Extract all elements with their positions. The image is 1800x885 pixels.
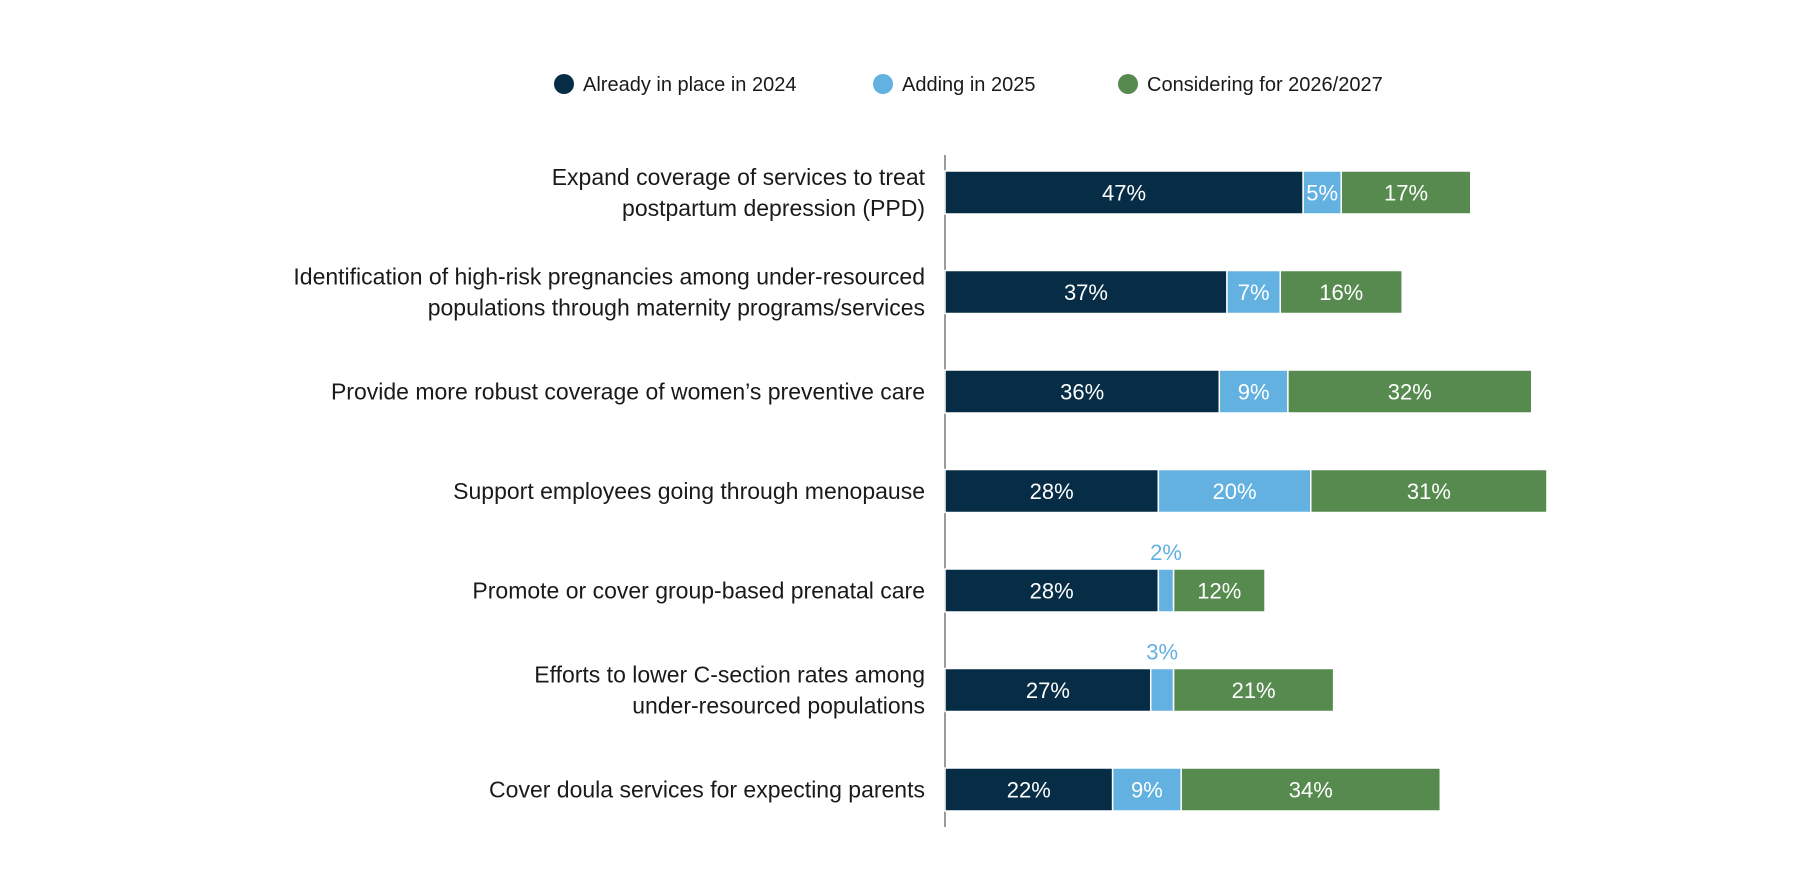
value-label-row6-series0: 22% xyxy=(1007,778,1051,803)
value-label-row4-series0: 28% xyxy=(1030,579,1074,604)
bar-row4-series0 xyxy=(944,568,1160,613)
bar-row3-series2 xyxy=(1310,468,1548,514)
value-label-row3-series0: 28% xyxy=(1030,479,1074,504)
category-labels: Expand coverage of services to treat post… xyxy=(293,164,925,803)
category-label-1-line-1: populations through maternity programs/s… xyxy=(428,295,925,321)
bar-row3-series1 xyxy=(1157,468,1312,514)
value-label-row4-series2: 12% xyxy=(1197,579,1241,604)
bar-row6-series2 xyxy=(1180,767,1442,812)
bar-row3-series0 xyxy=(944,468,1160,514)
value-label-row0-series0: 47% xyxy=(1102,181,1146,206)
value-label-row6-series1: 9% xyxy=(1131,778,1163,803)
value-labels: 47% 5% 17% 37% 7% 16% 36% 9% 32% 28% 20% 31% 28% 2% 12… xyxy=(1007,181,1451,803)
legend-label-1: Adding in 2025 xyxy=(902,74,1035,96)
value-label-row3-series1: 20% xyxy=(1213,479,1257,504)
legend-marker-1 xyxy=(873,74,893,94)
category-label-1-line-0: Identification of high-risk pregnancies … xyxy=(293,264,925,290)
bar-row1-series2 xyxy=(1279,269,1403,315)
category-label-0-line-0: Expand coverage of services to treat xyxy=(552,164,926,190)
value-label-row5-series0: 27% xyxy=(1026,678,1070,703)
bar-row5-series1 xyxy=(1149,667,1175,713)
category-label-4: Promote or cover group-based prenatal ca… xyxy=(472,578,925,604)
bar-row2-series2 xyxy=(1287,369,1533,414)
bars xyxy=(944,170,1548,812)
value-label-row3-series2: 31% xyxy=(1407,479,1451,504)
bar-row0-series2 xyxy=(1340,170,1472,215)
legend-label-0: Already in place in 2024 xyxy=(583,74,796,96)
category-label-2: Provide more robust coverage of women’s … xyxy=(331,379,925,405)
value-label-row2-series0: 36% xyxy=(1060,380,1104,405)
value-label-row1-series0: 37% xyxy=(1064,280,1108,305)
value-label-row0-series1: 5% xyxy=(1306,181,1338,206)
value-label-row1-series2: 16% xyxy=(1319,280,1363,305)
value-label-row0-series2: 17% xyxy=(1384,181,1428,206)
category-label-5-line-0: Efforts to lower C-section rates among xyxy=(534,662,925,688)
value-label-row5-series1: 3% xyxy=(1146,640,1178,665)
bar-row4-series1 xyxy=(1157,568,1175,613)
value-label-row1-series1: 7% xyxy=(1238,280,1270,305)
value-label-row2-series2: 32% xyxy=(1388,380,1432,405)
bar-row0-series1 xyxy=(1302,170,1342,215)
category-label-0-line-1: postpartum depression (PPD) xyxy=(622,195,925,221)
value-label-row6-series2: 34% xyxy=(1289,778,1333,803)
value-label-row5-series2: 21% xyxy=(1232,678,1276,703)
category-label-6: Cover doula services for expecting paren… xyxy=(489,777,925,803)
bar-row4-series2 xyxy=(1172,568,1266,613)
legend: Already in place in 2024 Adding in 2025 Co… xyxy=(554,74,1383,96)
category-label-3: Support employees going through menopaus… xyxy=(453,478,925,504)
legend-marker-2 xyxy=(1118,74,1138,94)
value-label-row2-series1: 9% xyxy=(1238,380,1270,405)
category-label-5-line-1: under-resourced populations xyxy=(632,693,925,719)
bar-row6-series0 xyxy=(944,767,1114,812)
value-label-row4-series1: 2% xyxy=(1150,540,1182,565)
bar-row5-series2 xyxy=(1172,667,1335,713)
legend-marker-0 xyxy=(554,74,574,94)
legend-label-2: Considering for 2026/2027 xyxy=(1147,74,1383,96)
